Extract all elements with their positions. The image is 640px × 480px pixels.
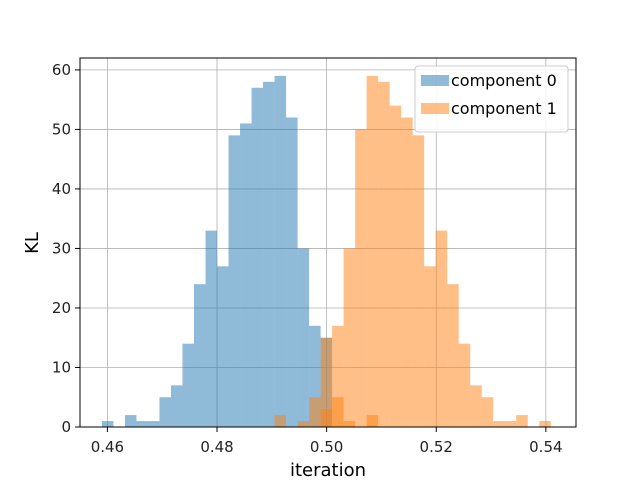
- y-axis-label: KL: [22, 232, 43, 254]
- histogram-bar-series-0: [286, 117, 298, 428]
- histogram-bar-series-0: [136, 421, 148, 427]
- histogram-bar-series-0: [182, 343, 194, 427]
- histogram-bar-series-0: [147, 421, 160, 427]
- histogram-bar-series-1: [412, 135, 425, 427]
- histogram-bar-series-0: [274, 75, 287, 428]
- y-tick-label: 60: [52, 61, 71, 79]
- ticks: 0.46 0.48 0.50 0.52 0.54 0 10 20 30 40 50 60: [52, 61, 563, 456]
- y-tick-label: 30: [52, 239, 71, 257]
- histogram-bar-series-0: [101, 421, 114, 427]
- y-tick-label: 50: [52, 120, 71, 138]
- histogram-bar-series-1: [401, 117, 413, 428]
- histogram-bar-series-1: [539, 421, 551, 427]
- histogram-bar-series-1: [366, 75, 379, 428]
- histogram-bar-series-1: [516, 415, 528, 427]
- histogram-bar-series-1: [332, 325, 344, 427]
- y-tick-label: 0: [61, 418, 71, 436]
- legend-label: component 1: [451, 99, 557, 118]
- histogram-bar-series-1: [458, 343, 471, 427]
- legend-box: [414, 65, 569, 133]
- histogram-bar-series-2: [309, 397, 321, 427]
- histogram-bar-series-0: [159, 397, 171, 427]
- histogram-bar-series-2: [297, 421, 310, 427]
- histogram-bar-series-2: [274, 415, 287, 427]
- histogram-bar-series-2: [343, 421, 356, 427]
- y-tick-label: 10: [52, 358, 71, 376]
- histogram-bar-series-1: [343, 248, 356, 427]
- y-tick-label: 40: [52, 180, 71, 198]
- legend-label: component 0: [451, 71, 557, 90]
- x-tick-label: 0.50: [310, 438, 343, 456]
- legend-swatch: [421, 103, 449, 114]
- histogram-bar-series-1: [493, 421, 505, 427]
- histogram-bar-series-2: [366, 415, 379, 427]
- histogram-bar-series-1: [320, 337, 333, 427]
- histogram-bar-series-0: [124, 415, 137, 427]
- y-tick-label: 20: [52, 299, 71, 317]
- histogram-bar-series-0: [240, 123, 252, 427]
- x-axis-label: iteration: [290, 460, 366, 480]
- x-tick-label: 0.52: [420, 438, 453, 456]
- histogram-bar-series-1: [378, 81, 390, 427]
- legend: component 0 component 1: [414, 65, 569, 133]
- histogram-bar-series-1: [355, 129, 367, 427]
- histogram-bar-series-1: [424, 266, 436, 427]
- histogram-bar-series-0: [170, 385, 183, 427]
- histogram-bar-series-1: [470, 385, 482, 427]
- histogram-bar-series-1: [504, 421, 517, 427]
- histogram-bar-series-1: [481, 397, 494, 427]
- histogram-bar-series-2: [332, 397, 344, 427]
- histogram-bar-series-0: [309, 325, 321, 427]
- histogram-bar-series-0: [251, 87, 264, 428]
- x-tick-label: 0.54: [529, 438, 562, 456]
- x-tick-label: 0.48: [200, 438, 233, 456]
- histogram-bar-series-0: [297, 248, 310, 427]
- histogram-bar-series-1: [447, 284, 459, 427]
- histogram-bar-series-0: [205, 230, 218, 427]
- axes-frame: [79, 57, 577, 428]
- bars: [101, 75, 551, 428]
- histogram-bar-series-0: [193, 284, 206, 427]
- histogram-bar-series-0: [228, 135, 241, 427]
- histogram-bar-series-1: [389, 105, 402, 427]
- histogram-bar-series-0: [263, 81, 275, 427]
- x-tick-label: 0.46: [91, 438, 124, 456]
- histogram-bar-series-1: [435, 230, 448, 427]
- histogram-bar-series-2: [320, 409, 333, 427]
- histogram-bar-series-0: [217, 266, 229, 427]
- legend-swatch: [421, 75, 449, 86]
